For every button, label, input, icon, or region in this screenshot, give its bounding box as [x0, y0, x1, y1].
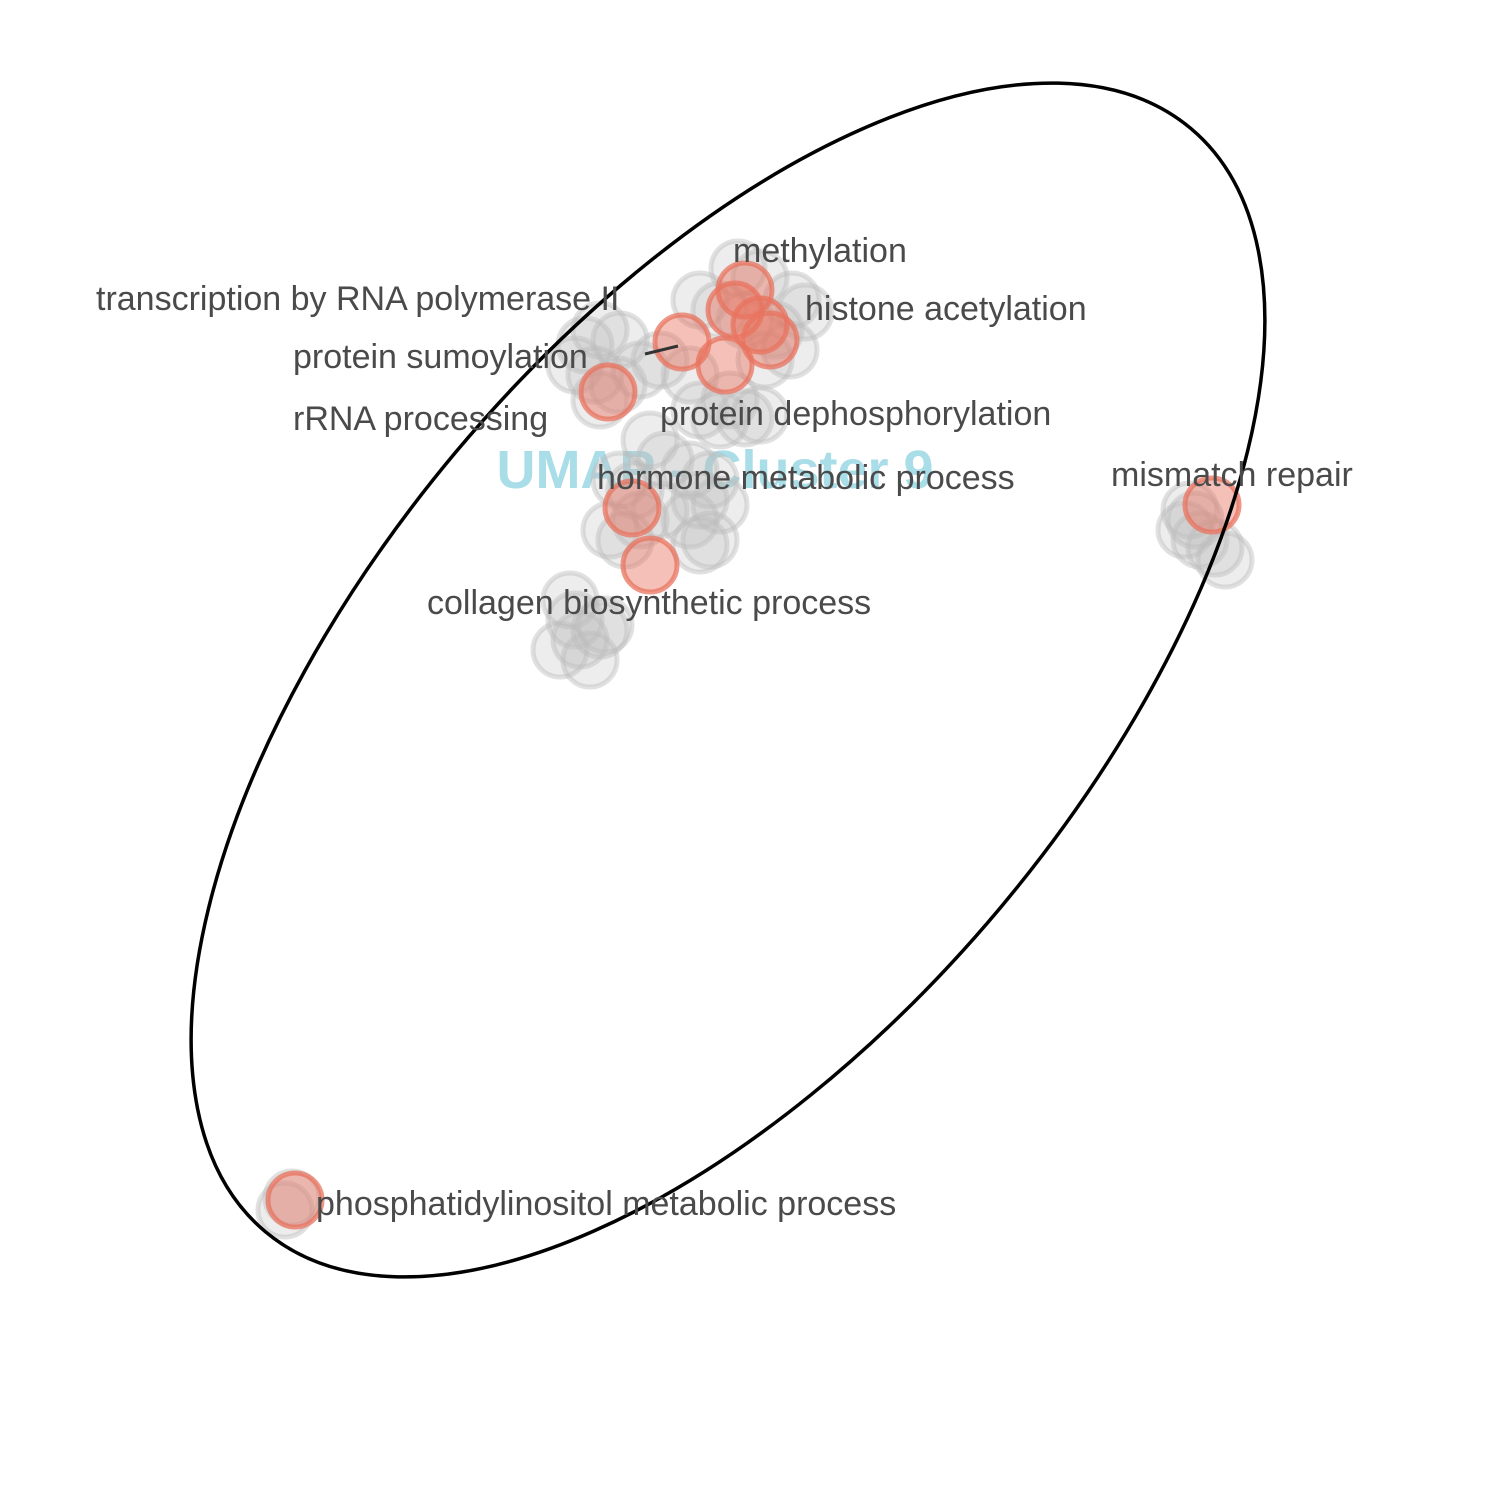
highlight-point — [695, 335, 755, 395]
cluster-ellipse — [189, 81, 1267, 1279]
highlight-point — [578, 362, 638, 422]
term-label-transcription-rna-pol-ii: transcription by RNA polymerase II — [96, 280, 619, 318]
background-point — [545, 590, 605, 650]
background-point — [670, 380, 730, 440]
background-point — [660, 490, 720, 550]
highlight-point — [620, 535, 680, 595]
background-point — [635, 430, 695, 490]
background-point — [670, 470, 730, 530]
background-point — [560, 630, 620, 690]
background-point — [1160, 480, 1220, 540]
background-point — [575, 595, 635, 655]
highlight-point — [1182, 475, 1242, 535]
term-label-mismatch-repair: mismatch repair — [1111, 456, 1353, 494]
term-label-rrna-processing: rRNA processing — [293, 400, 548, 438]
background-point — [550, 610, 610, 670]
background-point — [570, 370, 630, 430]
background-point — [580, 500, 640, 560]
background-point — [680, 450, 740, 510]
term-label-methylation: methylation — [733, 232, 907, 270]
background-point — [610, 340, 670, 400]
highlight-point — [602, 478, 662, 538]
background-point — [680, 510, 740, 570]
term-label-protein-sumoylation: protein sumoylation — [293, 338, 588, 376]
background-point — [660, 440, 720, 500]
term-label-phosphatidylinositol-metabolic-process: phosphatidylinositol metabolic process — [316, 1185, 896, 1223]
highlight-point — [740, 310, 800, 370]
term-label-histone-acetylation: histone acetylation — [805, 290, 1087, 328]
label-leader-line — [644, 344, 679, 356]
background-point — [540, 570, 600, 630]
background-point — [570, 600, 630, 660]
background-point — [708, 238, 768, 298]
background-point — [670, 515, 730, 575]
background-point — [690, 475, 750, 535]
background-point — [605, 460, 665, 520]
chart-title: UMAP - Cluster 9 — [496, 440, 933, 500]
background-point — [1195, 530, 1255, 590]
background-point — [588, 355, 648, 415]
background-point — [255, 1180, 315, 1240]
term-label-collagen-biosynthetic-process: collagen biosynthetic process — [427, 584, 871, 622]
background-point — [530, 620, 590, 680]
highlight-points — [265, 260, 1242, 1230]
background-point — [715, 388, 775, 448]
highlight-point — [265, 1170, 325, 1230]
term-label-hormone-metabolic-process: hormone metabolic process — [597, 459, 1015, 497]
background-points — [255, 238, 1255, 1240]
term-labels: methylation transcription by RNA polymer… — [96, 232, 1353, 1223]
background-point — [620, 410, 680, 470]
term-label-protein-dephosphorylation: protein dephosphorylation — [660, 395, 1051, 433]
background-point — [1185, 518, 1245, 578]
background-point — [730, 385, 790, 445]
